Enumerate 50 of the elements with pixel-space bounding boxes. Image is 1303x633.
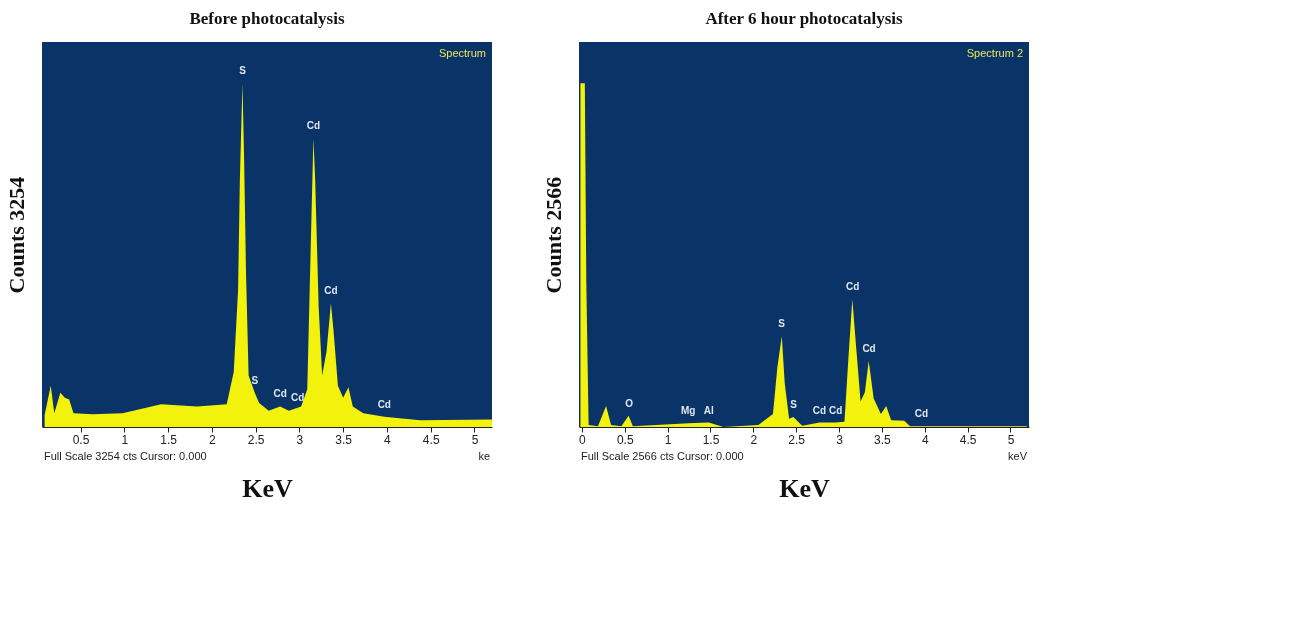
x-tick-label: 0.5 [616, 432, 634, 447]
text: Spectrum 2 [966, 47, 1023, 59]
x-tick-label: 2.5 [247, 432, 265, 447]
x-tick-label: 3 [296, 432, 304, 447]
text: Spectrum [438, 47, 486, 59]
x-tick-label: 1.5 [702, 432, 720, 447]
annotation: Cd [862, 343, 876, 354]
x-tick-label: 3.5 [335, 432, 353, 447]
y-axis-title: Counts 2566 [540, 176, 566, 294]
x-tick-label: 1 [664, 432, 672, 447]
annotation: Cd [290, 391, 305, 403]
x-tick-label: 0 [579, 432, 587, 447]
x-tick-label: 5 [1007, 432, 1015, 447]
annotation: Cd [324, 285, 338, 297]
annotation: S [239, 65, 247, 77]
x-tick-label: 3.5 [874, 432, 892, 447]
x-tick-label: 1 [121, 432, 129, 447]
annotation: Cd [306, 120, 321, 132]
x-tick-label: 0.5 [72, 432, 90, 447]
annotation: S [251, 374, 259, 386]
annotation: Cd [846, 281, 860, 293]
annotation: Mg [680, 405, 696, 417]
x-tick-label: 2 [209, 432, 216, 447]
x-tick-label: 3 [836, 432, 844, 447]
x-tick-label: 1.5 [160, 432, 178, 447]
text: Full Scale 3254 cts Cursor: 0.000 [44, 450, 207, 462]
annotation: Cd [828, 404, 843, 416]
x-tick-label: 2.5 [788, 432, 806, 447]
annotation: Cd [377, 398, 391, 410]
chart-title: Before photocatalysis [189, 9, 345, 28]
annotation: Cd [914, 408, 929, 420]
y-axis-title: Counts 3254 [3, 176, 29, 294]
annotation: S [778, 318, 786, 330]
x-tick-label: 2 [750, 432, 758, 447]
text: ke [478, 450, 490, 462]
x-tick-label: 5 [471, 432, 479, 447]
text: keV [1008, 450, 1028, 462]
chart-title: After 6 hour photocatalysis [705, 9, 903, 28]
annotation: Cd [273, 388, 287, 400]
x-tick-label: 4.5 [422, 432, 440, 447]
annotation: Al [703, 404, 714, 416]
text: Full Scale 2566 cts Cursor: 0.000 [581, 450, 744, 462]
annotation: Cd [812, 404, 827, 416]
annotation: O [625, 397, 634, 409]
x-tick-label: 4.5 [959, 432, 977, 447]
x-tick-label: 4 [384, 432, 392, 447]
x-tick-label: 4 [921, 432, 929, 447]
x-axis-title: KeV [779, 473, 830, 503]
x-axis-title: KeV [242, 473, 293, 503]
annotation: S [790, 399, 798, 411]
